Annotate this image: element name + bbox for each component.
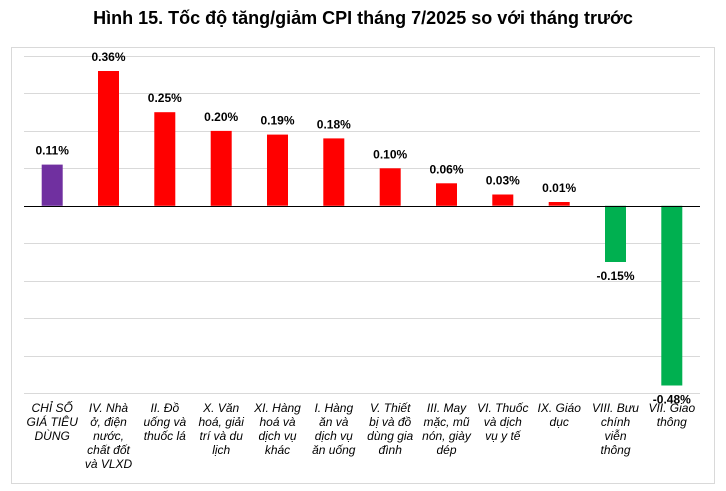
bar-11	[661, 205, 683, 386]
data-label-5: 0.18%	[317, 117, 351, 131]
bar-8	[492, 194, 514, 206]
data-label-7: 0.06%	[429, 162, 463, 176]
category-label-10: VIII. Bưu chính viễn thông	[592, 401, 639, 457]
data-label-4: 0.19%	[260, 114, 294, 128]
category-label-9: IX. Giáo dục	[538, 401, 582, 429]
category-label-4: XI. Hàng hoá và dịch vụ khác	[253, 401, 301, 457]
bar-6	[379, 168, 401, 206]
data-label-9: 0.01%	[542, 181, 576, 195]
data-label-8: 0.03%	[486, 174, 520, 188]
category-label-7: III. May mặc, mũ nón, giày dép	[422, 401, 472, 457]
bar-7	[436, 183, 457, 206]
data-label-3: 0.20%	[204, 110, 238, 124]
category-label-1: IV. Nhà ở, điện nước, chất đốt và VLXD	[85, 401, 133, 471]
plot-frame	[11, 47, 715, 484]
category-label-11: VII. Giao thông	[648, 401, 695, 429]
category-label-0: CHỈ SỐ GIÁ TIÊU DÙNG	[27, 400, 79, 443]
data-label-2: 0.25%	[148, 91, 182, 105]
data-label-6: 0.10%	[373, 147, 407, 161]
data-label-11: -0.48%	[653, 393, 691, 407]
category-label-8: VI. Thuốc và dịch vụ y tế	[477, 401, 528, 443]
data-label-1: 0.36%	[91, 50, 125, 64]
chart-title: Hình 15. Tốc độ tăng/giảm CPI tháng 7/20…	[93, 8, 633, 28]
data-label-0: 0.11%	[36, 144, 70, 158]
bar-1	[98, 71, 119, 206]
bar-2	[154, 112, 176, 206]
data-label-10: -0.15%	[596, 269, 634, 283]
bar-4	[267, 134, 288, 206]
bar-3	[210, 130, 232, 206]
category-label-2: II. Đồ uống và thuốc lá	[143, 401, 186, 443]
category-label-5: I. Hàng ăn và dịch vụ ăn uống	[312, 401, 356, 457]
category-label-3: X. Văn hoá, giải trí và du lịch	[199, 401, 245, 457]
bar-0	[41, 164, 63, 206]
bar-5	[323, 138, 345, 206]
bar-9	[548, 202, 570, 206]
category-label-6: V. Thiết bị và đồ dùng gia đình	[367, 401, 413, 457]
bar-10	[605, 205, 626, 262]
